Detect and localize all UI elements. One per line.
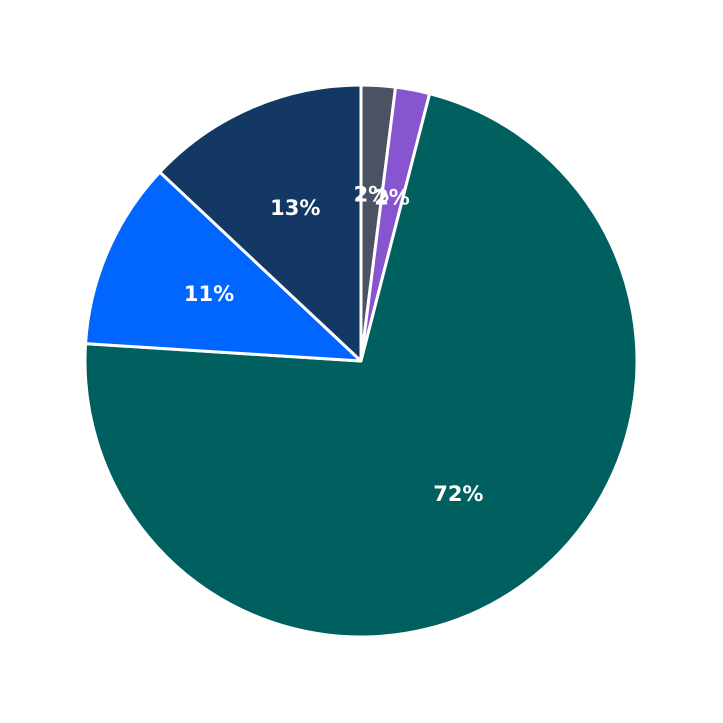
slice-label: 11% [184, 282, 234, 306]
pie-slice [84, 170, 363, 363]
slice-label: 13% [270, 196, 320, 220]
slice-label: 72% [433, 482, 483, 506]
slice-label: 2% [354, 183, 390, 207]
pie-slice [158, 83, 363, 363]
pie-slice [83, 92, 639, 639]
slice-label: 2% [374, 185, 410, 209]
